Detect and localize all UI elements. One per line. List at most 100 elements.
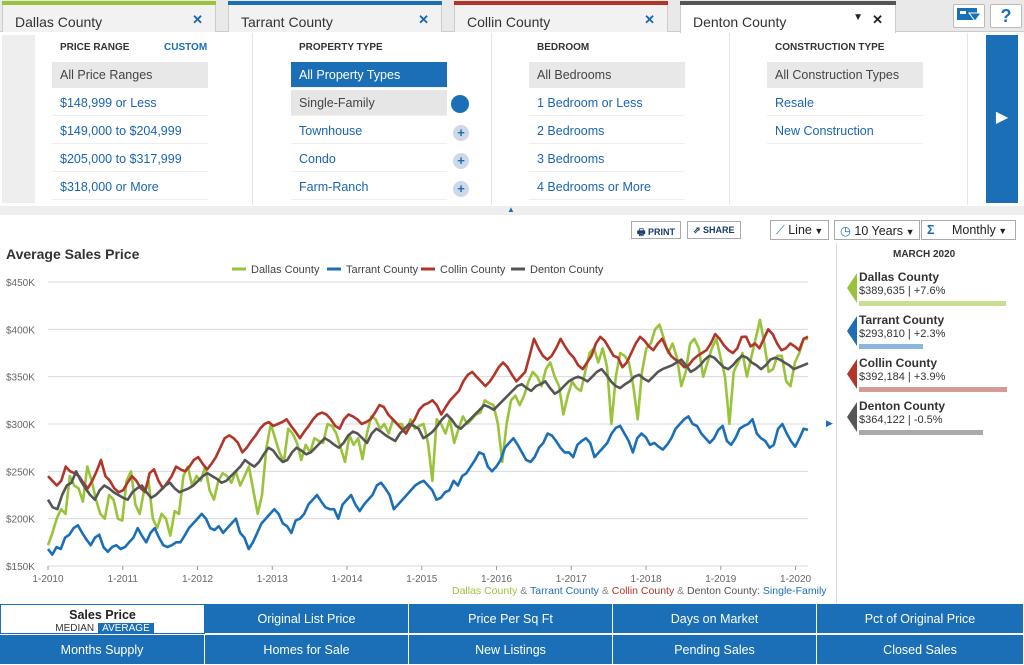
line-chart-icon: ⟋: [776, 223, 789, 237]
price-option[interactable]: All Price Ranges: [52, 62, 208, 88]
property-option[interactable]: Condo: [291, 146, 447, 172]
metric-tab-days-on-market[interactable]: Days on Market: [613, 604, 817, 634]
next-filters-button[interactable]: ▶: [986, 35, 1018, 203]
share-icon: ⇗: [693, 225, 704, 235]
share-button[interactable]: ⇗ SHARE: [687, 221, 741, 239]
close-icon[interactable]: ✕: [192, 12, 203, 27]
filter-collapse-bar[interactable]: ▲: [0, 205, 1024, 215]
construction-option[interactable]: All Construction Types: [767, 62, 923, 88]
x-tick-label: 1-2012: [182, 574, 214, 585]
interval-label: Monthly: [951, 223, 996, 237]
property-option[interactable]: Townhouse: [291, 118, 447, 144]
bedroom-option[interactable]: 2 Bedrooms: [529, 118, 685, 144]
column-divider: [252, 33, 253, 205]
chart-caption: Dallas County & Tarrant County & Collin …: [452, 585, 827, 597]
bedroom-option[interactable]: 3 Bedrooms: [529, 146, 685, 172]
sidebar-toggle-icon[interactable]: ▶: [826, 418, 833, 428]
property-type-column: PROPERTY TYPE All Property Types Single-…: [291, 33, 491, 205]
close-icon[interactable]: ✕: [872, 12, 883, 27]
bedroom-column: BEDROOM All Bedrooms 1 Bedroom or Less 2…: [529, 33, 729, 205]
construction-option[interactable]: New Construction: [767, 118, 923, 144]
series-line-collin-county: [47, 328, 809, 494]
time-range-dropdown[interactable]: ◷ 10 Years ▼: [834, 220, 921, 240]
summary-item-tarrant[interactable]: Tarrant County $293,810 | +2.3%: [837, 310, 1024, 350]
metric-tab-homes-for-sale[interactable]: Homes for Sale: [205, 635, 409, 665]
x-tick-label: 1-2017: [556, 574, 588, 585]
series-line-dallas-county: [46, 318, 809, 546]
median-toggle[interactable]: MEDIAN: [55, 623, 95, 634]
legend-label: Tarrant County: [346, 264, 419, 276]
close-icon[interactable]: ✕: [644, 12, 655, 27]
y-tick-label: $400K: [6, 325, 35, 336]
x-tick-label: 1-2014: [331, 574, 363, 585]
print-label: PRINT: [648, 227, 675, 237]
summary-item-collin[interactable]: Collin County $392,184 | +3.9%: [837, 353, 1024, 393]
price-option[interactable]: $148,999 or Less: [52, 90, 208, 116]
column-divider: [967, 33, 968, 205]
bedroom-option[interactable]: All Bedrooms: [529, 62, 685, 88]
chevron-down-icon[interactable]: ▼: [853, 12, 863, 23]
caption-separator: &: [598, 585, 612, 597]
metric-tab-price-per-sqft[interactable]: Price Per Sq Ft: [409, 604, 613, 634]
bedroom-option[interactable]: 4 Bedrooms or More: [529, 174, 685, 200]
chevron-down-icon: ▼: [995, 226, 1008, 236]
map-filter-icon: [957, 8, 982, 22]
metric-tab-closed-sales[interactable]: Closed Sales: [817, 635, 1024, 665]
summary-name: Dallas County: [859, 270, 940, 284]
metric-tab-sales-price[interactable]: Sales Price MEDIAN AVERAGE: [0, 604, 205, 634]
map-filter-button[interactable]: [953, 4, 985, 28]
tab-tarrant-county[interactable]: Tarrant County ✕: [228, 1, 442, 32]
caption-suffix: : Single-Family: [757, 585, 827, 597]
close-icon[interactable]: ✕: [418, 12, 429, 27]
chevron-up-icon[interactable]: ▲: [507, 205, 515, 214]
plus-icon[interactable]: +: [453, 153, 469, 169]
construction-type-column: CONSTRUCTION TYPE All Construction Types…: [767, 33, 967, 205]
summary-item-dallas[interactable]: Dallas County $389,635 | +7.6%: [837, 267, 1024, 307]
tab-collin-county[interactable]: Collin County ✕: [454, 1, 668, 32]
filter-left-rail: [2, 35, 35, 203]
metric-tab-new-listings[interactable]: New Listings: [409, 635, 613, 665]
tab-label: Tarrant County: [241, 14, 333, 30]
print-button[interactable]: 🖶 PRINT: [631, 221, 681, 239]
price-option[interactable]: $318,000 or More: [52, 174, 208, 200]
sigma-icon: Σ: [927, 223, 938, 237]
filter-panel: PRICE RANGE CUSTOM All Price Ranges $148…: [0, 33, 1024, 207]
tab-label: Collin County: [467, 14, 551, 30]
price-option[interactable]: $205,000 to $317,999: [52, 146, 208, 172]
summary-item-denton[interactable]: Denton County $364,122 | -0.5%: [837, 396, 1024, 436]
summary-value: $389,635 | +7.6%: [859, 285, 946, 297]
tab-color-bar: [680, 1, 896, 5]
plus-icon[interactable]: +: [453, 181, 469, 197]
property-option[interactable]: Single-Family: [291, 90, 447, 116]
chart-title: Average Sales Price: [6, 246, 140, 262]
property-option[interactable]: All Property Types: [291, 62, 447, 88]
average-toggle[interactable]: AVERAGE: [98, 623, 154, 634]
help-button[interactable]: ?: [990, 4, 1022, 28]
metric-tab-pending-sales[interactable]: Pending Sales: [613, 635, 817, 665]
chart-type-dropdown[interactable]: ⟋ Line ▼: [770, 220, 830, 240]
price-option[interactable]: $149,000 to $204,999: [52, 118, 208, 144]
custom-link[interactable]: CUSTOM: [164, 42, 208, 53]
metric-tab-original-list-price[interactable]: Original List Price: [205, 604, 409, 634]
tab-color-bar: [2, 1, 216, 5]
selected-dot-icon[interactable]: [451, 95, 469, 113]
tab-color-bar: [454, 1, 668, 5]
bedroom-option[interactable]: 1 Bedroom or Less: [529, 90, 685, 116]
clock-icon: ◷: [840, 224, 855, 238]
summary-bar: [859, 344, 923, 349]
printer-icon: 🖶: [637, 227, 648, 237]
plus-icon[interactable]: +: [453, 125, 469, 141]
metric-tab-months-supply[interactable]: Months Supply: [0, 635, 205, 665]
construction-option[interactable]: Resale: [767, 90, 923, 116]
tab-denton-county[interactable]: Denton County ▼ ✕: [680, 1, 896, 33]
property-option[interactable]: Farm-Ranch: [291, 174, 447, 200]
chevron-down-icon: ▼: [903, 227, 915, 237]
marker-icon: [847, 273, 857, 303]
time-range-label: 10 Years: [854, 224, 904, 238]
caption-separator: &: [674, 585, 688, 597]
interval-dropdown[interactable]: Σ Monthly ▼: [921, 220, 1016, 240]
metric-tab-pct-original-price[interactable]: Pct of Original Price: [817, 604, 1024, 634]
tab-dallas-county[interactable]: Dallas County ✕: [2, 1, 216, 32]
property-type-header: PROPERTY TYPE: [299, 42, 383, 53]
x-tick-label: 1-2019: [705, 574, 737, 585]
